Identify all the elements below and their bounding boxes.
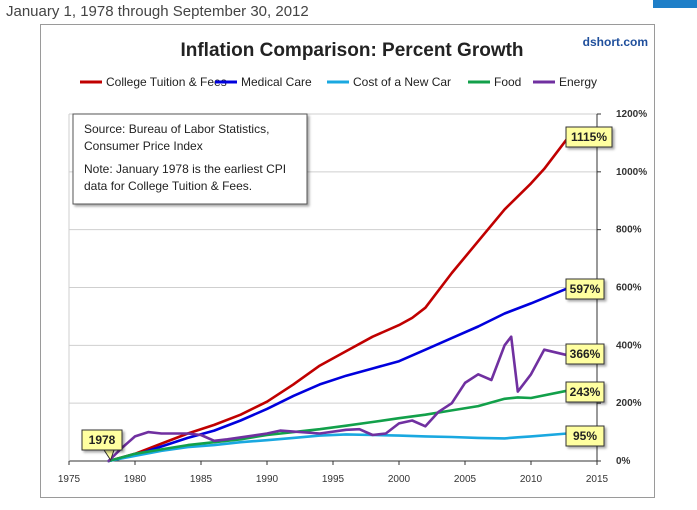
source-note-line-3: Note: January 1978 is the earliest CPI — [84, 162, 286, 176]
chart-end-labels: 1115% 597% 95% 243% 366% 1978 — [81, 126, 613, 462]
x-tick-label: 2000 — [388, 474, 411, 485]
y-tick-label: 200% — [616, 398, 642, 409]
chart-frame — [40, 24, 655, 498]
series-line-college-tuition-and-fees — [107, 137, 569, 463]
y-tick-label: 800% — [616, 225, 642, 236]
series-line-food — [107, 389, 569, 463]
corner-accent-bar — [653, 0, 697, 8]
end-label-medical-care: 597% — [570, 282, 601, 296]
x-tick-label: 2005 — [454, 474, 477, 485]
end-label-box-food — [565, 381, 605, 403]
series-line-medical-care — [107, 287, 569, 463]
x-tick-label: 1975 — [58, 474, 81, 485]
y-tick-label: 1200% — [616, 109, 647, 120]
end-label-cost-of-a-new-car: 95% — [573, 429, 597, 443]
chart-title: Inflation Comparison: Percent Growth — [180, 40, 523, 61]
start-label-box — [81, 429, 123, 451]
x-tick-label: 1980 — [124, 474, 147, 485]
legend-label-cost-of-a-new-car: Cost of a New Car — [353, 75, 451, 89]
end-label-box-cost-of-a-new-car — [565, 425, 605, 447]
y-tick-label: 0% — [616, 456, 631, 467]
series-line-cost-of-a-new-car — [107, 432, 569, 463]
end-label-box-college-tuition-and-fees — [565, 126, 613, 148]
legend-label-college-tuition-and-fees: College Tuition & Fees — [106, 75, 227, 89]
source-note-line-1: Source: Bureau of Labor Statistics, — [84, 122, 269, 136]
source-note-line-2: Consumer Price Index — [84, 139, 203, 153]
legend-label-medical-care: Medical Care — [241, 75, 312, 89]
start-label: 1978 — [89, 433, 116, 447]
legend-label-energy: Energy — [559, 75, 597, 89]
x-tick-label: 2010 — [520, 474, 543, 485]
end-label-energy: 366% — [570, 347, 601, 361]
y-tick-label: 400% — [616, 340, 642, 351]
end-label-food: 243% — [570, 385, 601, 399]
source-note-line-4: data for College Tuition & Fees. — [84, 179, 252, 193]
x-tick-label: 1985 — [190, 474, 213, 485]
x-tick-label: 2015 — [586, 474, 609, 485]
y-tick-label: 600% — [616, 283, 642, 294]
legend-label-food: Food — [494, 75, 521, 89]
chart-legend: College Tuition & Fees Medical Care Cost o… — [80, 75, 597, 89]
chart-watermark: dshort.com — [583, 35, 648, 49]
y-tick-label: 1000% — [616, 167, 647, 178]
chart-axes: 0% 200% 400% 600% 800% 1000% 1200% 1975 1980 1985… — [58, 109, 647, 485]
x-tick-label: 1990 — [256, 474, 279, 485]
series-line-energy — [107, 335, 569, 463]
source-note-box: Source: Bureau of Labor Statistics, Cons… — [72, 113, 308, 205]
end-label-box-medical-care — [565, 278, 605, 300]
end-label-college-tuition-and-fees: 1115% — [571, 130, 607, 144]
page-caption: January 1, 1978 through September 30, 20… — [6, 3, 309, 20]
chart-series — [107, 137, 569, 463]
end-label-box-energy — [565, 343, 605, 365]
x-tick-label: 1995 — [322, 474, 345, 485]
